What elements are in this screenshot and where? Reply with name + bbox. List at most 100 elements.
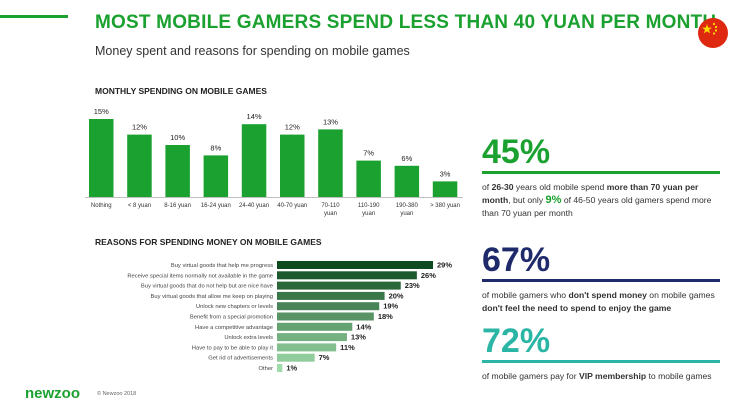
spending-bar [127, 134, 152, 197]
stat-text-segment: years old mobile spend [513, 182, 607, 192]
spending-bar-value-label: 12% [132, 123, 147, 132]
stat-value: 67% [482, 241, 551, 279]
reason-category-label: Unlock extra levels [224, 335, 273, 341]
reason-bar [277, 333, 347, 342]
stat-block-45: 45% of 26-30 years old mobile spend more… [482, 135, 722, 220]
stat-text-segment: more than 70 yuan per month [482, 182, 699, 205]
stat-rule [482, 279, 720, 282]
spending-bar-value-label: 6% [401, 154, 412, 163]
reason-bar-value-label: 14% [356, 322, 371, 331]
monthly-spending-title: MONTHLY SPENDING ON MOBILE GAMES [95, 86, 267, 96]
header-accent-bar [0, 15, 68, 18]
reason-bar-value-label: 23% [405, 281, 420, 290]
spending-bar [165, 145, 190, 197]
stat-text-segment: of 46-50 years old gamers spend more tha… [482, 195, 712, 218]
spending-category-label: 110-190 [358, 203, 380, 209]
spending-category-label: 190-380 [396, 203, 419, 209]
reasons-title: REASONS FOR SPENDING MONEY ON MOBILE GAM… [95, 237, 322, 247]
spending-bar [394, 165, 420, 197]
stat-text-segment: of [482, 182, 492, 192]
reason-category-label: Buy virtual goods that help me progress [171, 263, 273, 269]
stat-text-segment: of mobile gamers who [482, 290, 569, 300]
spending-bar-value-label: 3% [440, 169, 451, 178]
reason-category-label: Unlock new chapters or levels [196, 304, 273, 310]
reason-bar-value-label: 19% [383, 302, 398, 311]
spending-bar [356, 160, 381, 197]
spending-category-label: 16-24 yuan [201, 203, 231, 209]
reason-category-label: Other [259, 366, 274, 372]
spending-bar-value-label: 15% [94, 107, 109, 116]
spending-bar-value-label: 8% [210, 143, 221, 152]
china-flag-icon [698, 18, 728, 48]
stat-text-segment: on mobile games [646, 290, 715, 300]
stat-text-segment: to mobile games [646, 371, 712, 381]
stat-description: of 26-30 years old mobile spend more tha… [482, 181, 722, 220]
stat-text-segment: VIP membership [578, 371, 647, 381]
spending-category-label: yuan [400, 211, 413, 217]
stat-text-segment: don't feel the need to spend to enjoy th… [482, 303, 672, 313]
page-title: MOST MOBILE GAMERS SPEND LESS THAN 40 YU… [95, 12, 717, 33]
stat-description: of mobile gamers pay for VIP membership … [482, 370, 722, 383]
spending-bar-value-label: 12% [285, 123, 300, 132]
spending-category-label: < 8 yuan [128, 203, 151, 209]
reason-bar [277, 261, 433, 269]
stat-text-segment: don't spend money [568, 290, 647, 300]
reason-bar [277, 364, 283, 372]
reason-category-label: Have to pay to be able to play it [192, 345, 274, 351]
spending-bar [241, 124, 267, 197]
stat-text-segment: , but only [508, 195, 546, 205]
reason-bar-value-label: 1% [286, 364, 297, 373]
copyright-text: © Newzoo 2018 [97, 391, 137, 397]
stat-description: of mobile gamers who don't spend money o… [482, 289, 722, 315]
reason-bar [277, 302, 380, 311]
spending-bar [203, 155, 229, 197]
reason-bar [277, 281, 401, 290]
stat-value: 45% [482, 133, 551, 171]
spending-category-label: 24-40 yuan [239, 203, 269, 209]
spending-bar-value-label: 14% [247, 112, 262, 121]
reason-category-label: Benefit from a special promotion [190, 315, 273, 321]
reason-bar-value-label: 11% [340, 343, 355, 352]
reason-bar-value-label: 7% [319, 353, 330, 362]
spending-category-label: yuan [362, 211, 375, 217]
reason-bar [277, 353, 315, 362]
reason-bar [277, 343, 337, 352]
spending-category-label: > 380 yuan [430, 203, 460, 209]
stat-rule [482, 171, 720, 174]
reason-bar-value-label: 18% [378, 312, 393, 321]
stat-block-67: 67% of mobile gamers who don't spend mon… [482, 243, 722, 315]
stat-text-segment: of mobile gamers pay for [482, 371, 579, 381]
spending-bar [318, 129, 343, 197]
reason-category-label: Receive special items normally not avail… [127, 273, 273, 279]
reason-category-label: Buy virtual goods that allow me keep on … [151, 294, 273, 300]
spending-bar-value-label: 7% [363, 149, 374, 158]
spending-bar-value-label: 10% [170, 133, 185, 142]
spending-category-label: 40-70 yuan [277, 203, 307, 209]
spending-bar [432, 181, 458, 197]
reason-bar-value-label: 20% [389, 291, 404, 300]
spending-bar [89, 119, 114, 197]
stat-text-segment: 9% [545, 194, 562, 206]
newzoo-logo: newzoo [25, 385, 80, 402]
reason-bar [277, 271, 417, 280]
spending-category-label: Nothing [91, 203, 112, 209]
stat-value: 72% [482, 322, 551, 360]
stat-rule [482, 360, 720, 363]
reason-bar-value-label: 29% [437, 261, 452, 270]
reason-bar [277, 322, 353, 331]
spending-category-label: 70-110 [321, 203, 340, 209]
stat-block-72: 72% of mobile gamers pay for VIP members… [482, 324, 722, 383]
spending-bar-value-label: 13% [323, 117, 338, 126]
reason-category-label: Get rid of advertisements [208, 356, 273, 362]
spending-bar [280, 134, 305, 197]
reason-category-label: Buy virtual goods that do not help but a… [141, 284, 273, 290]
reason-category-label: Have a competitive advantage [195, 325, 273, 331]
reason-bar-value-label: 13% [351, 333, 366, 342]
spending-category-label: 8-16 yuan [164, 203, 191, 209]
reason-bar-value-label: 26% [421, 271, 436, 280]
reason-bar [277, 312, 374, 321]
spending-category-label: yuan [324, 211, 337, 217]
page-subtitle: Money spent and reasons for spending on … [95, 44, 410, 58]
reason-bar [277, 291, 385, 300]
